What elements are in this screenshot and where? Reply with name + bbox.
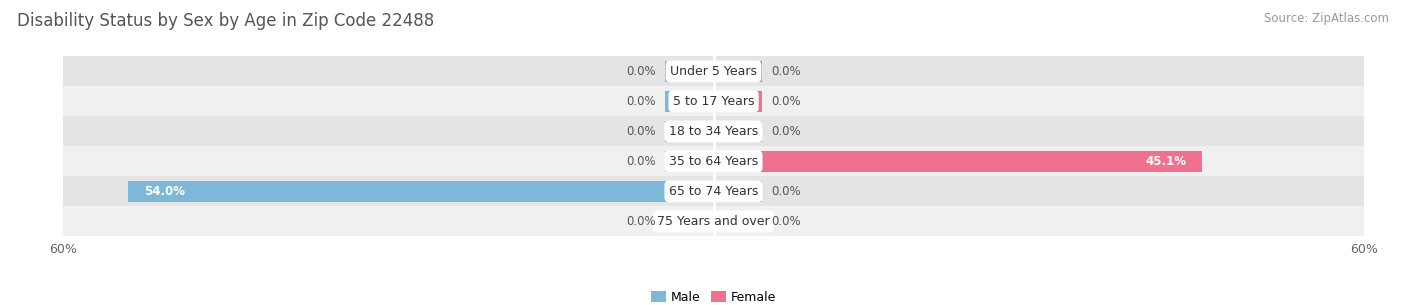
Bar: [713, 91, 762, 112]
Bar: [665, 120, 713, 142]
Bar: [665, 91, 713, 112]
Text: 54.0%: 54.0%: [145, 185, 186, 198]
Text: 0.0%: 0.0%: [770, 185, 800, 198]
Text: 0.0%: 0.0%: [627, 125, 657, 138]
Text: Source: ZipAtlas.com: Source: ZipAtlas.com: [1264, 12, 1389, 25]
Text: Disability Status by Sex by Age in Zip Code 22488: Disability Status by Sex by Age in Zip C…: [17, 12, 434, 30]
Bar: [713, 210, 762, 232]
Bar: [63, 56, 1364, 86]
Bar: [63, 206, 1364, 236]
Text: 0.0%: 0.0%: [627, 155, 657, 168]
Text: 0.0%: 0.0%: [770, 215, 800, 228]
Bar: [713, 61, 762, 82]
Bar: [63, 86, 1364, 117]
Text: 35 to 64 Years: 35 to 64 Years: [669, 155, 758, 168]
Legend: Male, Female: Male, Female: [645, 285, 782, 305]
Text: Under 5 Years: Under 5 Years: [671, 65, 756, 78]
Text: 0.0%: 0.0%: [627, 65, 657, 78]
Bar: [63, 146, 1364, 176]
Text: 45.1%: 45.1%: [1144, 155, 1187, 168]
Text: 0.0%: 0.0%: [770, 95, 800, 108]
Text: 0.0%: 0.0%: [627, 215, 657, 228]
Bar: [713, 181, 762, 202]
Text: 65 to 74 Years: 65 to 74 Years: [669, 185, 758, 198]
Text: 5 to 17 Years: 5 to 17 Years: [673, 95, 754, 108]
Text: 75 Years and over: 75 Years and over: [657, 215, 770, 228]
Bar: [63, 117, 1364, 146]
Bar: [665, 151, 713, 172]
Text: 0.0%: 0.0%: [770, 125, 800, 138]
Bar: [713, 151, 1202, 172]
Text: 0.0%: 0.0%: [770, 65, 800, 78]
Bar: [665, 61, 713, 82]
Text: 18 to 34 Years: 18 to 34 Years: [669, 125, 758, 138]
Bar: [63, 176, 1364, 206]
Bar: [713, 120, 762, 142]
Bar: [128, 181, 713, 202]
Bar: [665, 210, 713, 232]
Text: 0.0%: 0.0%: [627, 95, 657, 108]
